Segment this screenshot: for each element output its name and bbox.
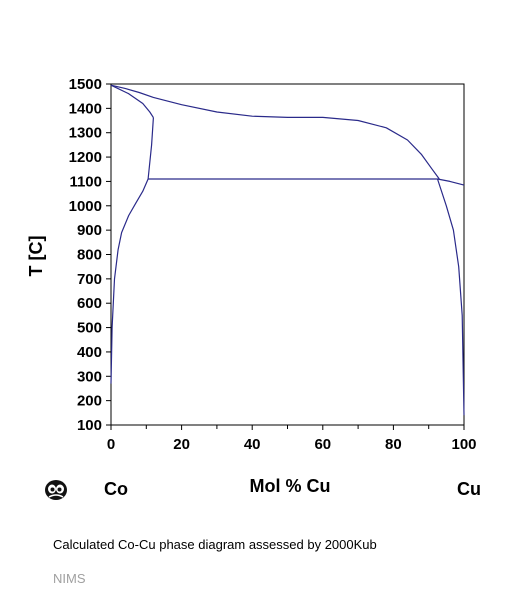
phase-boundary-2 [110, 84, 154, 118]
axis-labels: T [C] Mol % Cu Co Cu [26, 236, 481, 499]
phase-boundary-5 [437, 178, 465, 186]
figure-caption: Calculated Co-Cu phase diagram assessed … [53, 537, 377, 552]
source-label: NIMS [53, 571, 86, 586]
y-tick-label: 400 [77, 344, 102, 361]
y-tick-label: 1400 [69, 100, 102, 117]
y-tick-label: 800 [77, 247, 102, 264]
x-tick-label: 40 [244, 436, 261, 453]
y-tick-label: 600 [77, 295, 102, 312]
y-tick-label: 1000 [69, 198, 102, 215]
phase-boundary-6 [436, 178, 465, 416]
y-tick-label: 500 [77, 320, 102, 337]
x-tick-label: 60 [314, 436, 331, 453]
x-tick-label: 20 [173, 436, 190, 453]
y-tick-label: 200 [77, 393, 102, 410]
y-tick-label: 900 [77, 222, 102, 239]
phase-boundaries [110, 84, 465, 416]
x-tick-label: 100 [451, 436, 476, 453]
phase-boundary-3 [110, 117, 154, 384]
y-tick-label: 100 [77, 417, 102, 434]
y-tick-label: 300 [77, 368, 102, 385]
component-left-label: Co [104, 479, 128, 499]
component-right-label: Cu [457, 479, 481, 499]
plot-frame [110, 83, 465, 426]
x-tick-label: 80 [385, 436, 402, 453]
x-tick-label: 0 [107, 436, 115, 453]
x-axis-title: Mol % Cu [250, 476, 331, 496]
y-tick-label: 1500 [69, 76, 102, 93]
y-tick-label: 1100 [69, 173, 102, 190]
y-tick-label: 1200 [69, 149, 102, 166]
nims-logo-icon [45, 480, 67, 500]
y-tick-label: 1300 [69, 125, 102, 142]
y-axis-title: T [C] [26, 236, 46, 277]
axes: 1002003004005006007008009001000110012001… [69, 76, 477, 453]
phase-boundary-1 [110, 84, 440, 180]
y-tick-label: 700 [77, 271, 102, 288]
